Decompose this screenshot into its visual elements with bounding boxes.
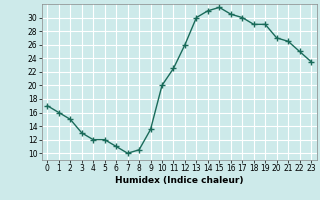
X-axis label: Humidex (Indice chaleur): Humidex (Indice chaleur)	[115, 176, 244, 185]
